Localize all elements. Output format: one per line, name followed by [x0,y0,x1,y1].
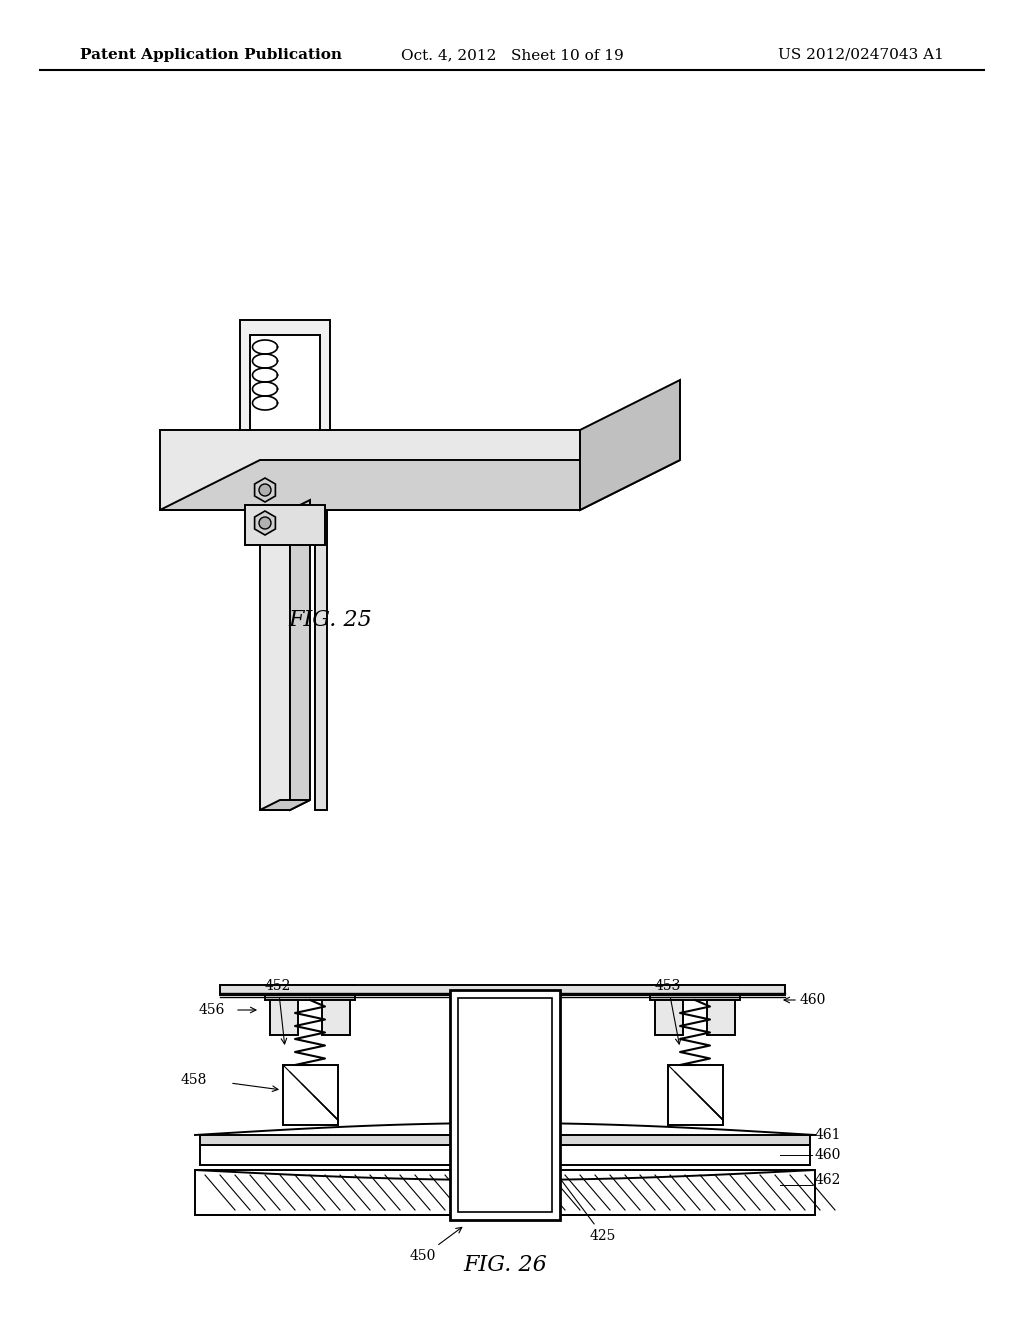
Text: Patent Application Publication: Patent Application Publication [80,48,342,62]
Polygon shape [668,1065,723,1125]
Polygon shape [195,1170,815,1214]
Polygon shape [200,1144,810,1166]
Text: US 2012/0247043 A1: US 2012/0247043 A1 [778,48,944,62]
Polygon shape [240,319,330,430]
Text: Oct. 4, 2012   Sheet 10 of 19: Oct. 4, 2012 Sheet 10 of 19 [400,48,624,62]
Text: 462: 462 [815,1173,842,1187]
Polygon shape [245,506,325,545]
Polygon shape [260,510,290,810]
Polygon shape [580,380,680,510]
Text: 456: 456 [199,1003,225,1016]
Polygon shape [290,500,310,810]
Text: 450: 450 [410,1228,462,1263]
Polygon shape [220,985,785,995]
Text: FIG. 25: FIG. 25 [288,609,372,631]
Polygon shape [283,1065,338,1125]
Polygon shape [458,998,552,1212]
Polygon shape [200,1135,810,1144]
Polygon shape [315,510,327,810]
Text: 460: 460 [800,993,826,1007]
Polygon shape [160,459,680,510]
Text: 460: 460 [815,1148,842,1162]
Polygon shape [707,1001,735,1035]
Text: FIG. 26: FIG. 26 [463,1254,547,1276]
Circle shape [259,517,271,529]
Polygon shape [322,1001,350,1035]
Polygon shape [255,478,275,502]
Text: 461: 461 [815,1129,842,1142]
Polygon shape [265,985,355,1001]
Polygon shape [260,800,310,810]
Text: 458: 458 [180,1073,207,1086]
Polygon shape [255,511,275,535]
Polygon shape [650,985,740,1001]
Circle shape [259,484,271,496]
Polygon shape [270,1001,298,1035]
Polygon shape [655,1001,683,1035]
Polygon shape [450,990,560,1220]
Polygon shape [160,430,580,510]
Text: 425: 425 [508,1109,616,1243]
Text: 452: 452 [265,979,292,1044]
Text: 453: 453 [655,979,681,1044]
